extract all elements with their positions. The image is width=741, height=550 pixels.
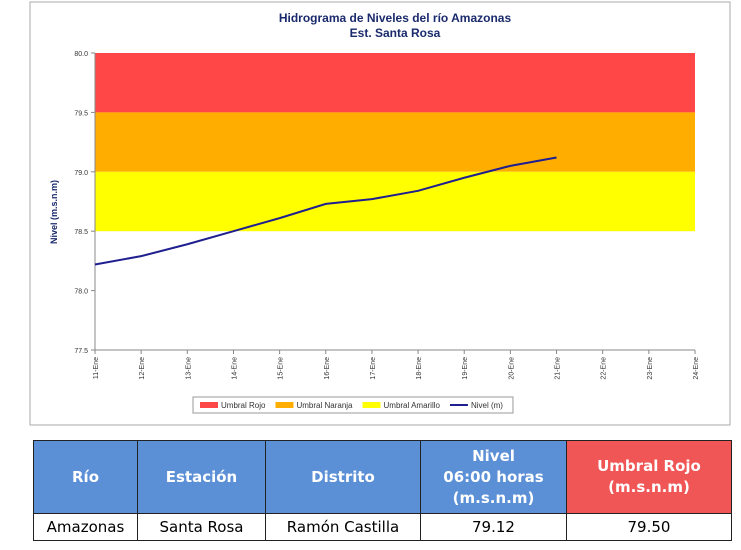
header-cell: Río xyxy=(33,440,138,514)
threshold-band xyxy=(95,112,695,172)
row: Amazonas Santa Rosa Ramón Castilla 79.12… xyxy=(33,513,732,541)
legend-swatch xyxy=(275,402,294,408)
x-tick-label: 23-Ene xyxy=(647,357,654,380)
threshold-band xyxy=(95,53,695,113)
legend-label: Umbral Amarillo xyxy=(384,401,441,410)
y-axis-label: Nivel (m.s.n.m) xyxy=(49,180,59,244)
y-tick-label: 79.0 xyxy=(74,170,88,177)
line-series xyxy=(94,156,557,266)
y-tick-label: 78.0 xyxy=(74,289,88,296)
header-cell: Estación xyxy=(137,440,266,514)
cell: Ramón Castilla xyxy=(265,513,421,541)
x-tick-label: 19-Ene xyxy=(462,357,469,380)
x-tick-label: 12-Ene xyxy=(139,357,146,380)
header-row: Río Estación Distrito Nivel 06:00 horas … xyxy=(33,440,732,514)
x-tick-label: 16-Ene xyxy=(324,357,331,380)
x-tick-label: 20-Ene xyxy=(508,357,515,380)
chart: Hidrograma de Niveles del río Amazonas E… xyxy=(29,1,731,426)
cell: 79.12 xyxy=(420,513,567,541)
legend-box xyxy=(192,396,514,414)
x-tick-label: 13-Ene xyxy=(185,357,192,380)
x-tick-label: 17-Ene xyxy=(370,357,377,380)
x-tick-label: 11-Ene xyxy=(93,357,100,379)
x-tick-label: 14-Ene xyxy=(231,357,238,380)
chart-subtitle: Est. Santa Rosa xyxy=(350,26,441,40)
x-tick-label: 22-Ene xyxy=(601,357,608,380)
y-tick-label: 78.5 xyxy=(74,229,88,236)
table: Río Estación Distrito Nivel 06:00 horas … xyxy=(33,440,732,541)
y-tick-label: 77.5 xyxy=(74,348,88,355)
legend-swatch xyxy=(362,402,381,408)
x-tick-label: 18-Ene xyxy=(416,357,423,380)
x-tick-label: 15-Ene xyxy=(278,357,285,380)
legend-label: Umbral Rojo xyxy=(221,401,266,410)
legend-label: Umbral Naranja xyxy=(296,401,353,410)
threshold-band xyxy=(95,171,695,232)
x-tick-label: 21-Ene xyxy=(555,357,562,380)
legend-swatch xyxy=(200,402,218,408)
cell: 79.50 xyxy=(566,513,732,541)
cell: Amazonas xyxy=(33,513,138,541)
y-tick-label: 79.5 xyxy=(74,110,88,117)
header-cell: Nivel 06:00 horas (m.s.n.m) xyxy=(420,440,567,514)
y-tick-label: 80.0 xyxy=(74,51,88,58)
header-cell: Distrito xyxy=(265,440,421,514)
header-cell: Umbral Rojo (m.s.n.m) xyxy=(566,440,732,514)
cell: Santa Rosa xyxy=(137,513,266,541)
legend-label: Nivel (m) xyxy=(471,401,503,410)
x-tick-label: 24-Ene xyxy=(693,357,700,380)
chart-title: Hidrograma de Niveles del río Amazonas xyxy=(279,11,512,25)
